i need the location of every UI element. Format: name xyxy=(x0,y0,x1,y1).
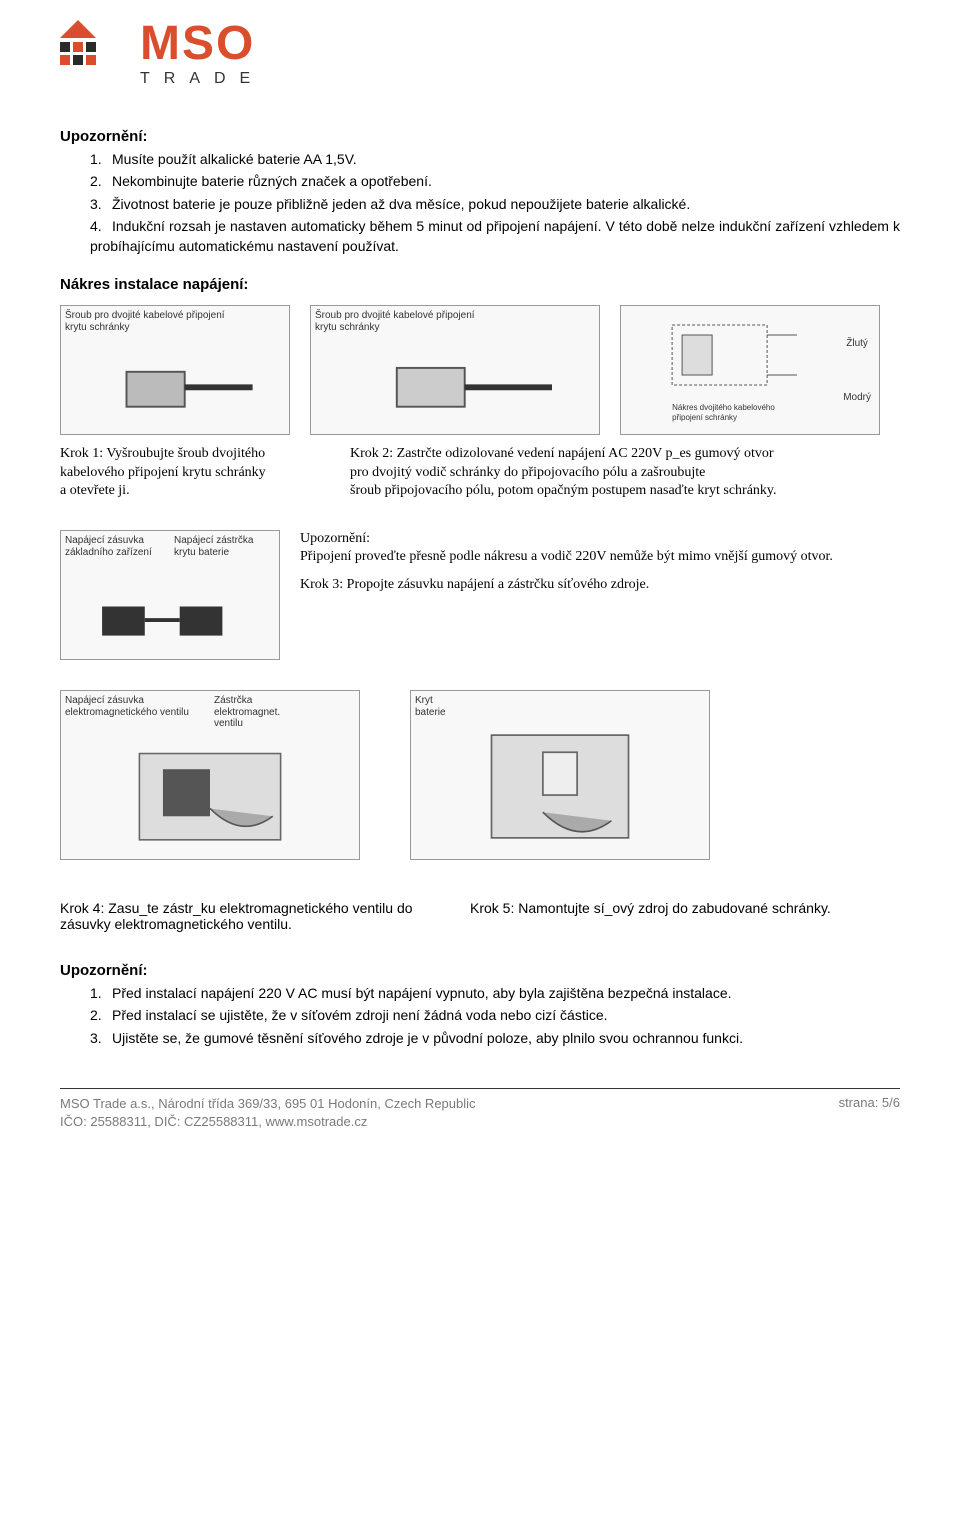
list-text: Ujistěte se, že gumové těsnění síťového … xyxy=(112,1030,743,1046)
logo-trade: TRADE xyxy=(140,70,270,88)
list-text: Před instalací se ujistěte, že v síťovém… xyxy=(112,1007,608,1023)
upz-mid: Upozornění: Připojení proveďte přesně po… xyxy=(300,530,900,566)
krok-row-12: Krok 1: Vyšroubujte šroub dvojitého kabe… xyxy=(60,445,900,500)
warning1-list: 1.Musíte použít alkalické baterie AA 1,5… xyxy=(90,149,900,256)
logo: MSO TRADE xyxy=(60,20,900,88)
krok4: Krok 4: Zasu_te zástr_ku elektromagnetic… xyxy=(60,900,430,932)
logo-mso: MSO xyxy=(140,20,270,68)
figure-1: Šroub pro dvojité kabelové připojení kry… xyxy=(60,305,290,435)
list-item: 3.Ujistěte se, že gumové těsnění síťovéh… xyxy=(90,1028,900,1048)
list-text: Indukční rozsah je nastaven automaticky … xyxy=(90,218,900,254)
warning2: Upozornění: 1.Před instalací napájení 22… xyxy=(60,962,900,1048)
document-page: MSO TRADE Upozornění: 1.Musíte použít al… xyxy=(0,0,960,1450)
fig5-l2: Zástrčka elektromagnet. ventilu xyxy=(214,695,355,730)
krok3: Krok 3: Propojte zásuvku napájení a zást… xyxy=(300,576,900,594)
figure-row-3: Napájecí zásuvka elektromagnetického ven… xyxy=(60,690,900,860)
fig3-yellow: Žlutý xyxy=(843,338,871,349)
fig4-l1: Napájecí zásuvka základního zařízení xyxy=(65,535,166,558)
mid-text: Upozornění: Připojení proveďte přesně po… xyxy=(300,530,900,660)
list-item: 1.Před instalací napájení 220 V AC musí … xyxy=(90,983,900,1003)
fig3-blue: Modrý xyxy=(843,392,871,403)
krok2: Krok 2: Zastrčte odizolované vedení napá… xyxy=(350,445,900,500)
list-text: Před instalací napájení 220 V AC musí bý… xyxy=(112,985,732,1001)
nakres-title: Nákres instalace napájení: xyxy=(60,276,900,293)
figure-row-2: Napájecí zásuvka základního zařízení Nap… xyxy=(60,530,900,660)
fig2-label: Šroub pro dvojité kabelové připojení kry… xyxy=(315,310,475,333)
figure-row-1: Šroub pro dvojité kabelové připojení kry… xyxy=(60,305,900,435)
figure-3: Nákres dvojitého kabelového připojení sc… xyxy=(620,305,880,435)
figure-4: Napájecí zásuvka základního zařízení Nap… xyxy=(60,530,280,660)
list-item: 2.Nekombinujte baterie různých značek a … xyxy=(90,171,900,191)
fig1-label: Šroub pro dvojité kabelové připojení kry… xyxy=(65,310,225,333)
krok1: Krok 1: Vyšroubujte šroub dvojitého kabe… xyxy=(60,445,320,500)
figure-2: Šroub pro dvojité kabelové připojení kry… xyxy=(310,305,600,435)
list-text: Musíte použít alkalické baterie AA 1,5V. xyxy=(112,151,357,167)
fig6-l1: Kryt baterie xyxy=(415,695,446,718)
warning2-title: Upozornění: xyxy=(60,962,900,979)
footer-page: strana: 5/6 xyxy=(839,1095,900,1131)
figure-6: Kryt baterie xyxy=(410,690,710,860)
footer-line2: IČO: 25588311, DIČ: CZ25588311, www.msot… xyxy=(60,1113,476,1131)
list-item: 1.Musíte použít alkalické baterie AA 1,5… xyxy=(90,149,900,169)
logo-icon xyxy=(60,20,130,76)
svg-text:Nákres dvojitého kabelového: Nákres dvojitého kabelového xyxy=(672,403,775,412)
list-item: 2.Před instalací se ujistěte, že v síťov… xyxy=(90,1005,900,1025)
fig5-l1: Napájecí zásuvka elektromagnetického ven… xyxy=(65,695,206,718)
fig4-l2: Napájecí zástrčka krytu baterie xyxy=(174,535,275,558)
krok5: Krok 5: Namontujte sí_ový zdroj do zabud… xyxy=(470,900,900,932)
list-text: Životnost baterie je pouze přibližně jed… xyxy=(112,196,690,212)
logo-text: MSO TRADE xyxy=(140,20,270,88)
svg-text:připojení schránky: připojení schránky xyxy=(672,413,737,422)
footer-line1: MSO Trade a.s., Národní třída 369/33, 69… xyxy=(60,1095,476,1113)
footer: MSO Trade a.s., Národní třída 369/33, 69… xyxy=(60,1089,900,1131)
krok-row-45: Krok 4: Zasu_te zástr_ku elektromagnetic… xyxy=(60,900,900,932)
footer-left: MSO Trade a.s., Národní třída 369/33, 69… xyxy=(60,1095,476,1131)
figure-5: Napájecí zásuvka elektromagnetického ven… xyxy=(60,690,360,860)
warning2-list: 1.Před instalací napájení 220 V AC musí … xyxy=(90,983,900,1048)
warning1-title: Upozornění: xyxy=(60,128,900,145)
list-item: 3.Životnost baterie je pouze přibližně j… xyxy=(90,194,900,214)
list-item: 4.Indukční rozsah je nastaven automatick… xyxy=(90,216,900,257)
list-text: Nekombinujte baterie různých značek a op… xyxy=(112,173,432,189)
